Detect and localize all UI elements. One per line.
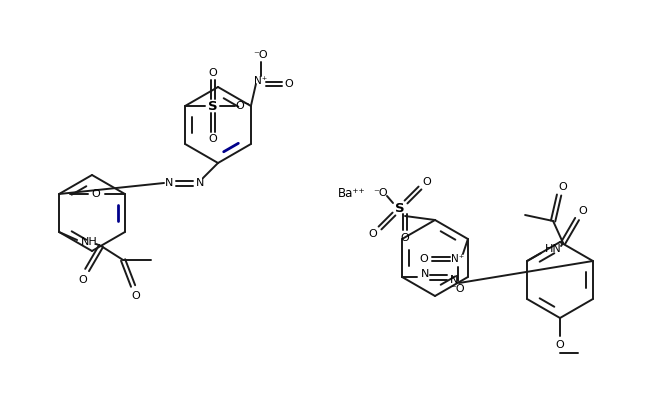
Text: HN: HN (545, 244, 561, 254)
Text: O: O (555, 340, 564, 350)
Text: Ba⁺⁺: Ba⁺⁺ (338, 186, 366, 199)
Text: O: O (423, 177, 432, 187)
Text: O: O (79, 275, 87, 285)
Text: N: N (165, 178, 173, 188)
Text: N: N (450, 275, 458, 285)
Text: S: S (395, 201, 405, 214)
Text: O: O (559, 182, 567, 192)
Text: O: O (401, 233, 410, 243)
Text: S: S (208, 100, 218, 113)
Text: N: N (196, 178, 204, 188)
Text: N⁺: N⁺ (254, 76, 268, 86)
Text: O: O (579, 206, 587, 216)
Text: ⁻O: ⁻O (451, 284, 466, 294)
Text: N⁺: N⁺ (452, 254, 464, 264)
Text: O: O (132, 291, 141, 301)
Text: O: O (91, 189, 101, 199)
Text: O⁻: O⁻ (236, 101, 250, 111)
Text: ⁻O: ⁻O (254, 50, 268, 60)
Text: O: O (368, 229, 378, 239)
Text: ⁻O: ⁻O (374, 188, 388, 198)
Text: O: O (284, 79, 293, 89)
Text: NH: NH (81, 237, 97, 247)
Text: O: O (208, 68, 218, 78)
Text: N: N (421, 269, 430, 279)
Text: O: O (208, 134, 218, 144)
Text: O: O (420, 254, 428, 264)
